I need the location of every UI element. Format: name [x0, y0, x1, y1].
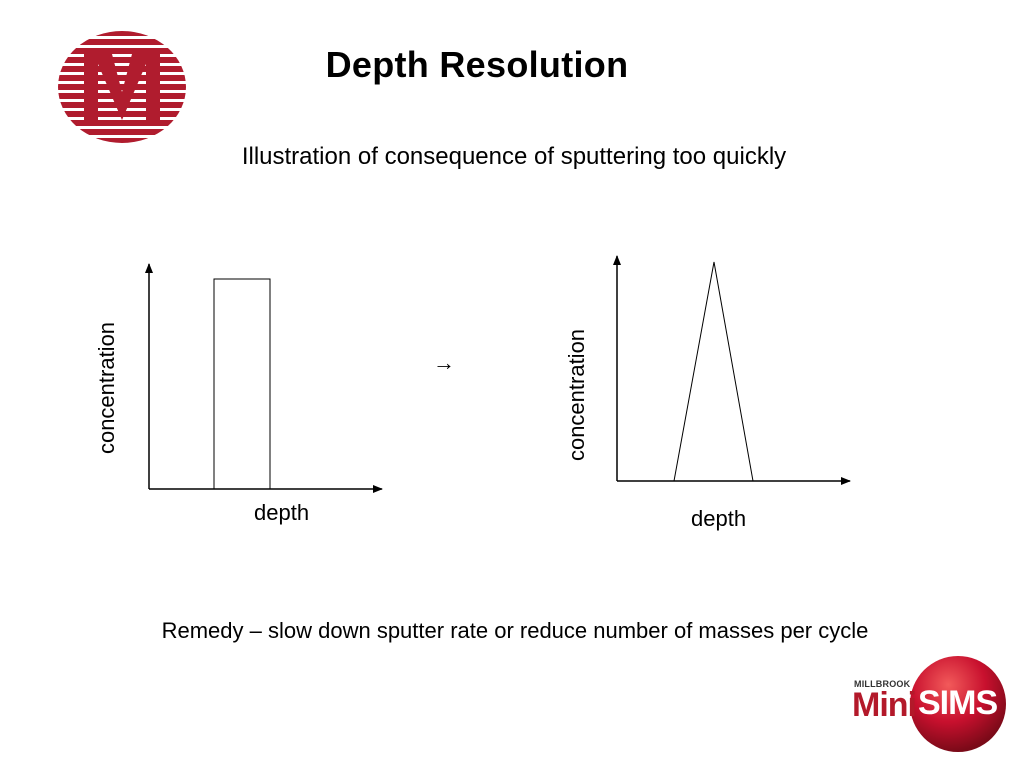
- logo-mini-text: Mini: [852, 686, 917, 724]
- logo-millbrook-text: MILLBROOK: [854, 679, 911, 689]
- right-xlabel: depth: [691, 506, 747, 531]
- rectangular-profile: [213, 278, 271, 490]
- right-arrow-icon: →: [433, 350, 455, 375]
- slide-subtitle: Illustration of consequence of sputterin…: [241, 143, 787, 170]
- triangular-profile: [673, 261, 754, 482]
- right-ylabel: concentration: [564, 328, 589, 462]
- left-xlabel: depth: [254, 500, 310, 525]
- slide-title: Depth Resolution: [325, 44, 629, 85]
- millbrook-m-logo: [58, 31, 186, 143]
- logo-sims-text: SIMS: [918, 684, 998, 722]
- remedy-text: Remedy – slow down sputter rate or reduc…: [161, 618, 869, 643]
- minisims-logo: [910, 656, 1006, 752]
- left-ylabel: concentration: [94, 321, 119, 455]
